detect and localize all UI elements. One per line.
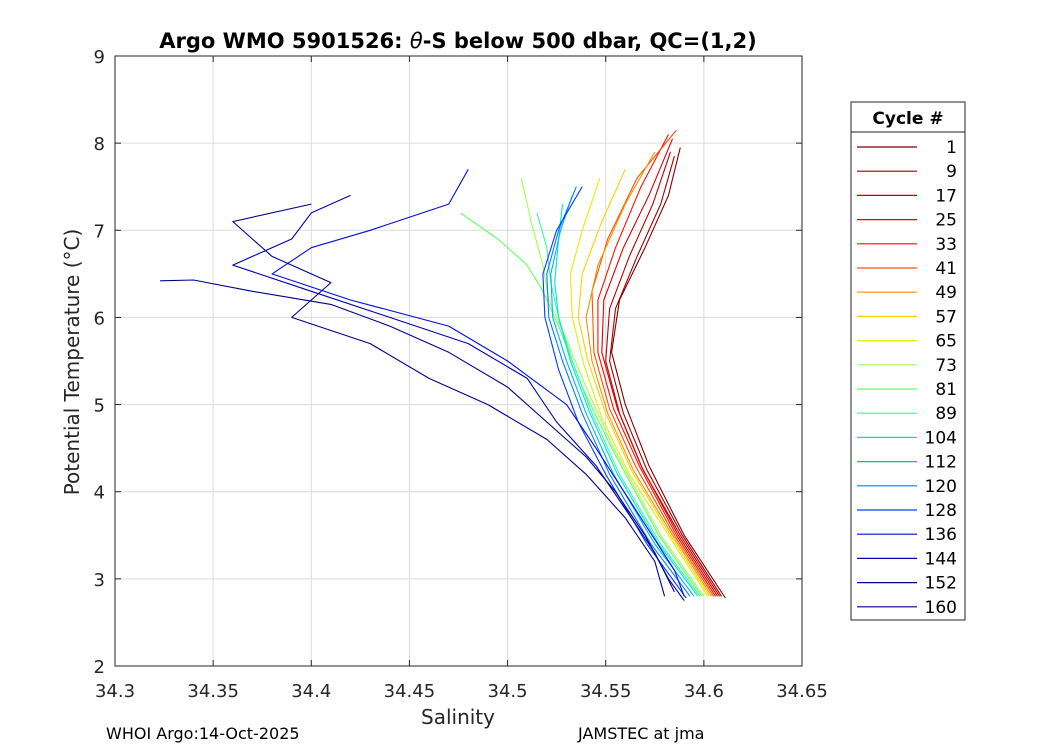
legend-label-144: 144 bbox=[925, 549, 957, 569]
legend-label-17: 17 bbox=[935, 186, 957, 206]
y-axis-label: Potential Temperature (°C) bbox=[60, 229, 84, 496]
legend-label-57: 57 bbox=[935, 307, 957, 327]
series-line-cycle-128 bbox=[542, 186, 687, 599]
legend-label-9: 9 bbox=[946, 162, 957, 182]
legend-label-104: 104 bbox=[925, 428, 957, 448]
legend-label-81: 81 bbox=[935, 380, 957, 400]
x-tick-label: 34.3 bbox=[95, 681, 135, 702]
legend-label-112: 112 bbox=[925, 453, 957, 473]
series-line-cycle-41 bbox=[591, 129, 715, 597]
x-axis-label: Salinity bbox=[421, 705, 495, 729]
series-line-cycle-57 bbox=[577, 169, 711, 597]
y-tick-label: 8 bbox=[94, 134, 105, 155]
series-line-cycle-65 bbox=[569, 177, 709, 597]
series-line-cycle-136 bbox=[271, 169, 685, 597]
series-line-cycle-112 bbox=[550, 195, 695, 597]
series-line-cycle-49 bbox=[585, 151, 713, 597]
series-line-cycle-9 bbox=[609, 156, 722, 597]
plot-area bbox=[160, 129, 726, 601]
y-tick-label: 7 bbox=[94, 221, 105, 242]
series-line-cycle-104 bbox=[554, 204, 699, 597]
legend-title: Cycle # bbox=[872, 109, 943, 129]
footer-credit-right: JAMSTEC at jma bbox=[578, 724, 705, 743]
legend-label-136: 136 bbox=[925, 525, 957, 545]
legend-label-1: 1 bbox=[946, 138, 957, 158]
legend-label-89: 89 bbox=[935, 404, 957, 424]
axis-ticks: 34.3 34.35 34.4 34.45 34.5 34.55 34.6 34.65 2 3 4 5… bbox=[94, 47, 828, 702]
legend: Cycle # 1 9 17 25 33 41 49 57 65 73 81 89 104 112 120 1… bbox=[850, 101, 966, 621]
series-line-cycle-1 bbox=[611, 147, 726, 599]
y-tick-label: 6 bbox=[94, 308, 105, 329]
legend-label-33: 33 bbox=[935, 235, 957, 255]
series-line-cycle-89 bbox=[536, 212, 701, 597]
legend-label-120: 120 bbox=[925, 477, 957, 497]
x-tick-label: 34.5 bbox=[488, 681, 528, 702]
series-line-cycle-81 bbox=[460, 212, 703, 597]
series-line-cycle-160 bbox=[160, 279, 685, 601]
x-tick-label: 34.35 bbox=[187, 681, 239, 702]
series-line-cycle-152 bbox=[232, 203, 666, 597]
legend-label-160: 160 bbox=[925, 598, 957, 618]
y-tick-label: 2 bbox=[94, 657, 105, 678]
chart-title-prefix: Argo WMO 5901526: bbox=[159, 29, 410, 53]
y-tick-label: 5 bbox=[94, 396, 105, 417]
x-tick-label: 34.55 bbox=[580, 681, 632, 702]
series-line-cycle-17 bbox=[605, 151, 721, 597]
legend-label-73: 73 bbox=[935, 356, 957, 376]
x-tick-label: 34.65 bbox=[776, 681, 828, 702]
legend-label-41: 41 bbox=[935, 259, 957, 279]
legend-label-49: 49 bbox=[935, 283, 957, 303]
legend-label-152: 152 bbox=[925, 574, 957, 594]
grid-lines bbox=[114, 55, 803, 667]
series-line-cycle-25 bbox=[601, 138, 719, 597]
x-tick-label: 34.6 bbox=[684, 681, 724, 702]
legend-label-65: 65 bbox=[935, 332, 957, 352]
series-line-cycle-120 bbox=[546, 186, 691, 597]
x-tick-label: 34.4 bbox=[291, 681, 331, 702]
y-tick-label: 4 bbox=[94, 483, 105, 504]
y-tick-label: 3 bbox=[94, 570, 105, 591]
series-line-cycle-144 bbox=[232, 194, 675, 593]
x-tick-label: 34.45 bbox=[384, 681, 436, 702]
chart-title-theta: θ bbox=[410, 29, 423, 53]
legend-label-25: 25 bbox=[935, 211, 957, 231]
series-line-cycle-33 bbox=[597, 134, 717, 597]
legend-label-128: 128 bbox=[925, 501, 957, 521]
plot-frame bbox=[114, 55, 803, 667]
chart-title: Argo WMO 5901526: θ-S below 500 dbar, QC… bbox=[159, 29, 756, 53]
y-tick-label: 9 bbox=[94, 47, 105, 68]
footer-credit-left: WHOI Argo:14-Oct-2025 bbox=[106, 724, 300, 743]
chart-title-suffix: -S below 500 dbar, QC=(1,2) bbox=[423, 29, 757, 53]
